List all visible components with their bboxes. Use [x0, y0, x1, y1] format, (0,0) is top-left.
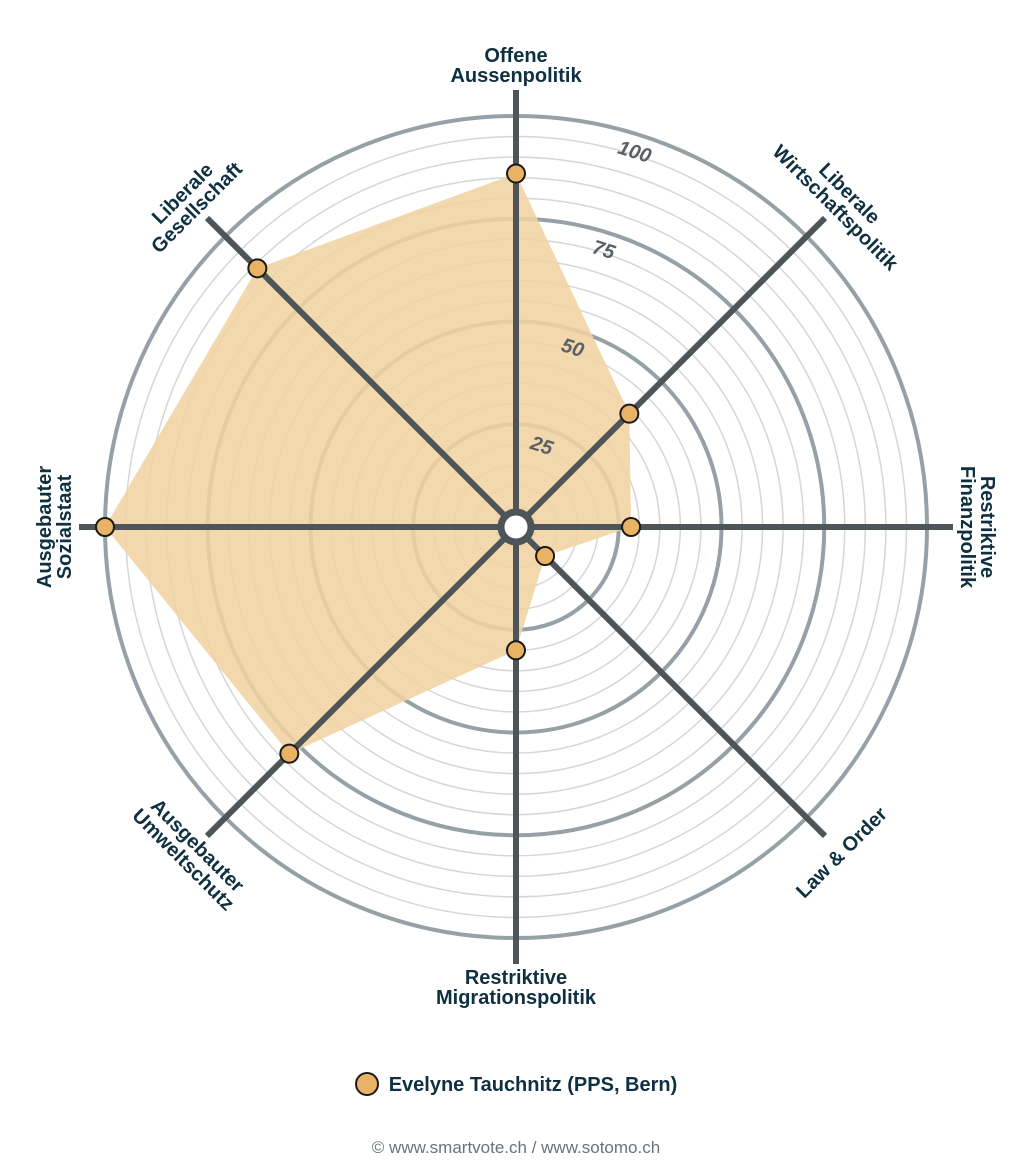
data-point	[247, 258, 268, 279]
data-point	[95, 517, 115, 537]
legend: Evelyne Tauchnitz (PPS, Bern)	[0, 1072, 1032, 1097]
tick-label: 100	[615, 137, 653, 168]
axis-spoke	[513, 215, 828, 530]
axis-label: Restriktive Migrationspolitik	[436, 967, 597, 1009]
footer-credit: © www.smartvote.ch / www.sotomo.ch	[371, 1138, 661, 1157]
data-point	[506, 640, 526, 661]
axis-label-text: Offene Aussenpolitik	[450, 45, 582, 87]
axis-spokes	[79, 90, 953, 964]
data-points	[95, 163, 642, 764]
axis-label-text: Restriktive Migrationspolitik	[436, 967, 597, 1009]
axis-label: RestriktiveFinanzpolitik	[956, 466, 998, 589]
legend-label: Evelyne Tauchnitz (PPS, Bern)	[388, 1074, 678, 1096]
series-area	[105, 173, 632, 754]
data-point	[621, 517, 642, 537]
data-point	[506, 163, 526, 184]
axis-spoke	[204, 524, 519, 839]
data-point	[619, 403, 640, 424]
data-point	[279, 743, 300, 764]
center-hub	[497, 508, 535, 546]
axis-label: AusgebauterSozialstaat	[34, 466, 76, 588]
data-point	[535, 546, 556, 567]
axis-spoke	[513, 524, 828, 839]
axis-label-text: RestriktiveFinanzpolitik	[956, 466, 998, 589]
tick-label: 75	[590, 236, 619, 264]
axis-label: Offene Aussenpolitik	[450, 45, 582, 87]
legend-marker-icon	[354, 1072, 379, 1096]
axis-label-text: AusgebauterSozialstaat	[34, 466, 76, 588]
